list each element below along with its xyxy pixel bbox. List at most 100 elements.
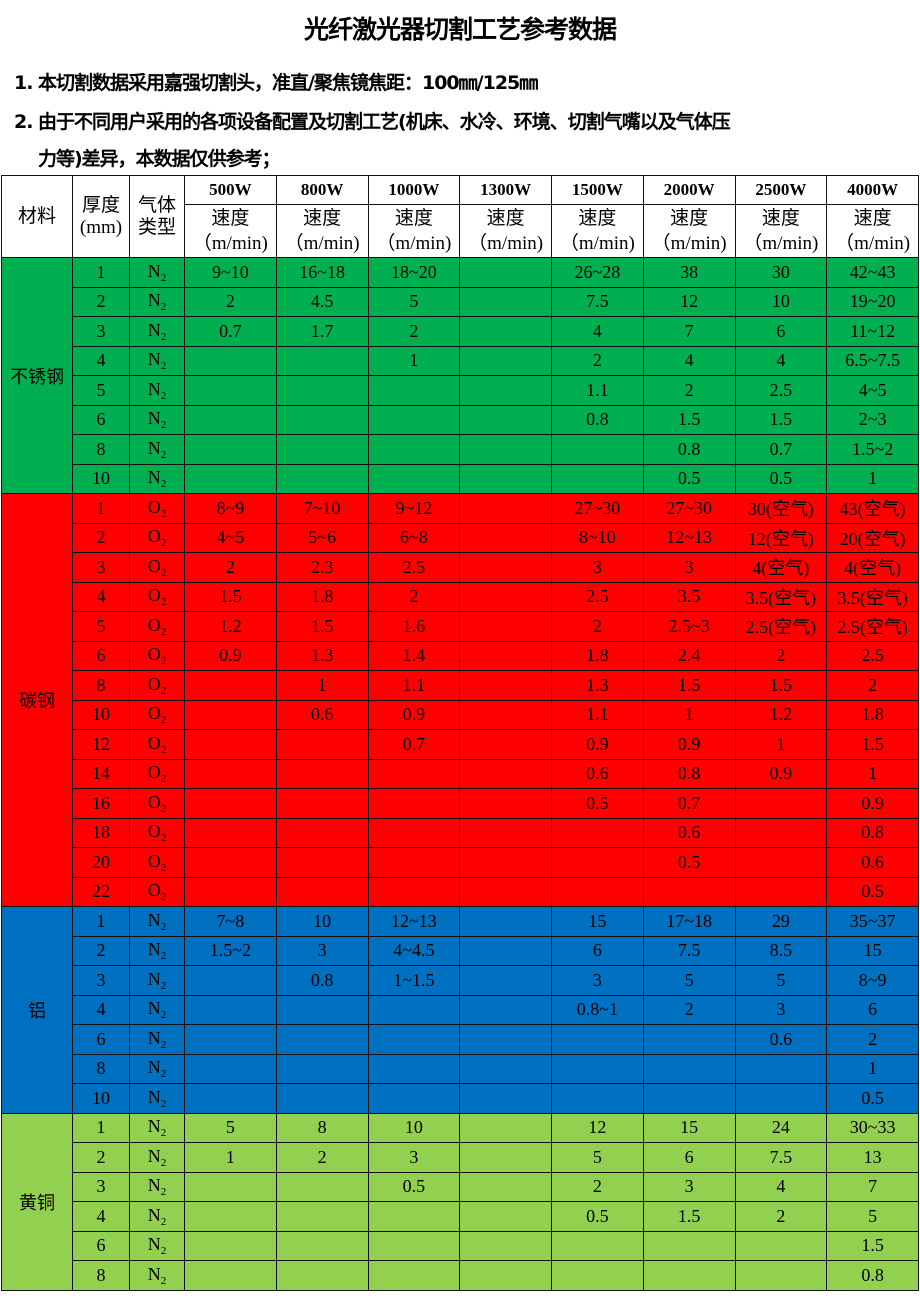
table-row: 20 O2 0.5 0.6 — [1, 847, 919, 878]
speed-cell: 0.6 — [642, 817, 736, 848]
gas-label: N2 — [147, 968, 167, 992]
speed-cell — [459, 1112, 552, 1143]
thickness-cell: 3 — [72, 1171, 130, 1202]
speed-cell — [459, 611, 552, 642]
speed-cell: 1.3 — [551, 670, 644, 701]
table-row: 8 N2 1 — [1, 1053, 919, 1084]
speed-cell — [184, 1024, 277, 1055]
speed-cell: 0.6 — [275, 699, 369, 730]
speed-cell — [367, 788, 461, 819]
speed-cell: 1 — [642, 699, 736, 730]
gas-label: O2 — [147, 555, 167, 579]
speed-cell — [367, 404, 461, 435]
speed-cell: 1.5 — [734, 404, 828, 435]
speed-cell — [459, 257, 552, 288]
table-row: 不锈钢 1 N2 9~10 16~18 18~20 26~28 38 30 42~43 — [1, 257, 919, 494]
speed-cell: 26~28 — [551, 257, 644, 288]
gas-cell: N2 — [129, 1230, 185, 1261]
speed-cell: 6.5~7.5 — [826, 345, 919, 376]
speed-cell — [275, 817, 369, 848]
gas-label: O2 — [147, 762, 167, 786]
material-cell: 不锈钢 — [1, 257, 73, 494]
header-power-1500W: 1500W — [551, 175, 644, 205]
speed-cell: 0.7 — [367, 729, 461, 760]
speed-cell — [367, 876, 461, 907]
header-speed: 速度 （m/min) — [734, 204, 828, 258]
speed-unit: （m/min) — [192, 233, 268, 254]
speed-cell: 9~12 — [367, 493, 461, 524]
speed-cell — [367, 434, 461, 465]
speed-cell: 1.4 — [367, 640, 461, 671]
speed-cell — [184, 817, 277, 848]
thickness-cell: 2 — [72, 522, 130, 553]
speed-cell: 1 — [826, 463, 919, 494]
gas-label: N2 — [147, 1027, 167, 1051]
speed-cell: 12~13 — [642, 522, 736, 553]
gas-label: O2 — [147, 791, 167, 815]
gas-cell: N2 — [129, 434, 185, 465]
gas-cell: O2 — [129, 493, 185, 524]
speed-cell: 5 — [642, 965, 736, 996]
speed-cell: 6 — [551, 935, 644, 966]
speed-cell — [367, 758, 461, 789]
speed-cell — [184, 1053, 277, 1084]
thickness-cell: 10 — [72, 463, 130, 494]
speed-unit: （m/min) — [743, 233, 819, 254]
speed-cell: 30(空气) — [734, 493, 828, 524]
speed-cell — [275, 463, 369, 494]
gas-cell: O2 — [129, 699, 185, 730]
speed-cell — [459, 758, 552, 789]
speed-cell — [459, 1053, 552, 1084]
speed-cell — [551, 1053, 644, 1084]
speed-cell — [459, 1171, 552, 1202]
speed-cell: 0.6 — [734, 1024, 828, 1055]
header-power-4000W: 4000W — [826, 175, 919, 205]
header-row-speed: 速度 （m/min) 速度 （m/min) 速度 （m/min) 速度 （m/min) 速度 （m… — [2, 204, 919, 258]
speed-cell: 0.8 — [642, 434, 736, 465]
gas-cell: O2 — [129, 847, 185, 878]
table-row: 8 O2 1 1.1 1.3 1.5 1.5 2 — [1, 670, 919, 701]
speed-cell — [275, 729, 369, 760]
material-cell: 铝 — [1, 906, 73, 1114]
speed-cell — [551, 1260, 644, 1291]
speed-cell: 2 — [275, 1142, 369, 1173]
table-row: 22 O2 0.5 — [1, 876, 919, 907]
speed-cell — [275, 876, 369, 907]
speed-cell: 0.7 — [184, 316, 277, 347]
thickness-cell: 12 — [72, 729, 130, 760]
speed-cell: 12 — [642, 286, 736, 317]
speed-cell — [275, 1024, 369, 1055]
speed-cell — [367, 847, 461, 878]
speed-cell: 1.5 — [642, 404, 736, 435]
speed-cell: 0.8~1 — [551, 994, 644, 1025]
speed-cell — [367, 994, 461, 1025]
speed-cell — [734, 1230, 828, 1261]
thickness-cell: 18 — [72, 817, 130, 848]
thickness-cell: 10 — [72, 699, 130, 730]
table-row: 5 O2 1.2 1.5 1.6 2 2.5~3 2.5(空气) 2.5(空气) — [1, 611, 919, 642]
speed-cell — [734, 788, 828, 819]
gas-label: N2 — [147, 290, 167, 314]
thickness-cell: 3 — [72, 965, 130, 996]
gas-label: O2 — [147, 526, 167, 550]
speed-cell — [734, 817, 828, 848]
table-row: 16 O2 0.5 0.7 0.9 — [1, 788, 919, 819]
speed-cell: 20(空气) — [826, 522, 919, 553]
speed-cell: 12 — [551, 1112, 644, 1143]
speed-cell — [459, 286, 552, 317]
gas-label: N2 — [147, 260, 167, 284]
speed-cell — [184, 345, 277, 376]
speed-cell: 3.5(空气) — [826, 581, 919, 612]
speed-cell: 12(空气) — [734, 522, 828, 553]
speed-cell: 10 — [734, 286, 828, 317]
gas-label: O2 — [147, 732, 167, 756]
speed-cell — [184, 876, 277, 907]
speed-cell — [184, 1201, 277, 1232]
header-power-1300W: 1300W — [459, 175, 552, 205]
gas-cell: N2 — [129, 1083, 185, 1114]
speed-cell: 2.5 — [367, 552, 461, 583]
thickness-cell: 4 — [72, 1201, 130, 1232]
speed-cell: 18~20 — [367, 257, 461, 288]
speed-cell: 3 — [734, 994, 828, 1025]
speed-cell: 2 — [184, 286, 277, 317]
